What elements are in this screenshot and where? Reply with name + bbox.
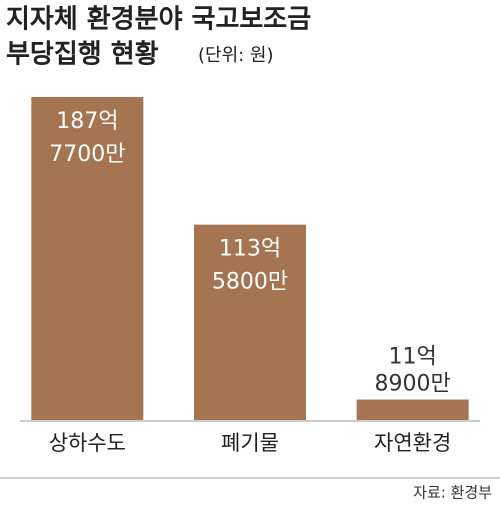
value-label: 5800만	[212, 270, 288, 295]
value-label: 11억	[389, 345, 437, 370]
x-tick-label: 자연환경	[374, 431, 451, 455]
bar	[356, 399, 469, 420]
chart-title: 지자체 환경분야 국고보조금	[6, 5, 311, 35]
bar	[31, 97, 144, 421]
x-tick-label: 상하수도	[49, 431, 126, 455]
bar	[194, 224, 306, 420]
value-label: 8900만	[375, 372, 451, 397]
value-label: 113억	[219, 237, 281, 262]
chart-title: 부당집행 현황	[6, 40, 159, 70]
x-tick-label: 폐기물	[221, 431, 279, 455]
unit-note: (단위: 원)	[198, 45, 274, 66]
source: 자료: 환경부	[413, 484, 492, 502]
value-label: 7700만	[49, 142, 125, 167]
value-label: 187억	[56, 109, 118, 134]
